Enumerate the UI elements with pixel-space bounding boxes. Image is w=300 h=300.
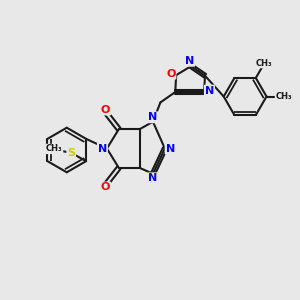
Text: O: O [166,69,176,79]
Text: N: N [185,56,194,66]
Text: N: N [148,112,158,122]
Text: N: N [98,143,107,154]
Text: CH₃: CH₃ [256,58,273,68]
Text: S: S [67,148,75,158]
Text: O: O [101,105,110,115]
Text: CH₃: CH₃ [46,145,63,154]
Text: N: N [148,173,158,183]
Text: N: N [166,143,175,154]
Text: O: O [101,182,110,193]
Text: N: N [205,85,214,96]
Text: CH₃: CH₃ [275,92,292,101]
